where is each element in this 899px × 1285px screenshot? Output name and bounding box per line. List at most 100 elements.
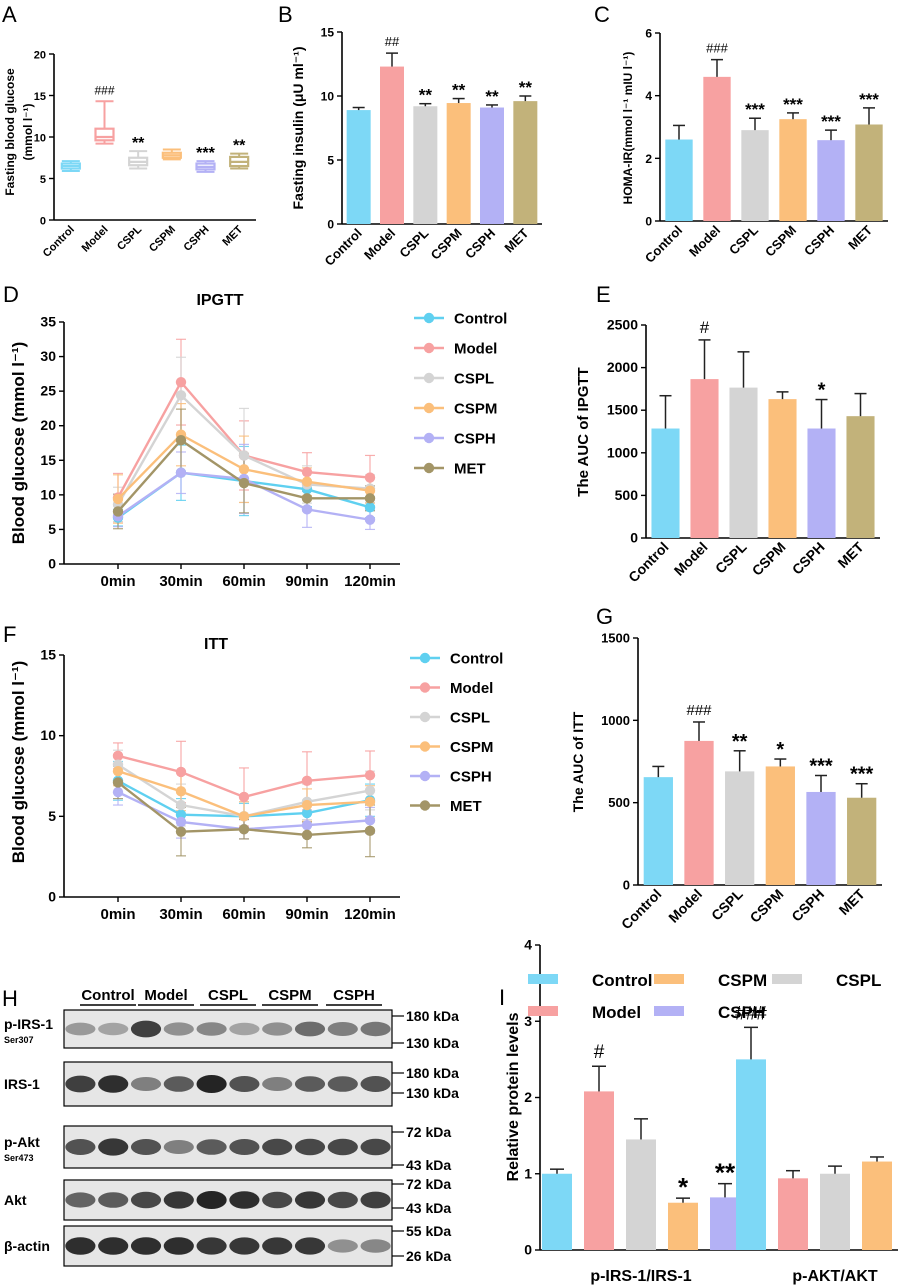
blot-band — [360, 1076, 391, 1092]
panel-a-box-chart: A 0 5 10 15 20 Fasting blood glucose (mmol l⁻¹)… — [2, 2, 256, 260]
bar — [446, 103, 471, 224]
bar — [806, 791, 836, 885]
legend-swatch — [772, 974, 802, 984]
data-point — [238, 811, 250, 822]
y-tick-label: 0 — [630, 530, 638, 546]
blot-band — [196, 1191, 227, 1209]
x-tick-label: CSPM — [428, 226, 465, 263]
bar — [703, 76, 731, 221]
blot-row-sublabel: Ser307 — [4, 1035, 34, 1045]
y-tick-label: 2 — [524, 1089, 532, 1105]
significance-label: *** — [196, 145, 215, 162]
data-point — [175, 786, 187, 797]
significance-label: * — [818, 380, 826, 402]
blot-group-label: Control — [81, 987, 134, 1004]
bar — [768, 399, 797, 538]
legend-label: Model — [592, 1003, 641, 1022]
data-point — [301, 493, 313, 504]
data-point — [301, 820, 313, 831]
data-point — [238, 450, 250, 461]
blot-group-label: CSPL — [208, 987, 248, 1004]
blot-band — [163, 1022, 194, 1036]
bar — [690, 379, 719, 538]
blot-band — [262, 1191, 293, 1209]
data-point — [364, 493, 376, 504]
blot-band — [163, 1191, 194, 1209]
panel-label: F — [3, 622, 16, 647]
y-tick-label: 0 — [645, 215, 652, 229]
y-tick-label: 35 — [40, 314, 56, 330]
bar — [380, 66, 404, 224]
blot-band — [294, 1076, 326, 1092]
y-axis-label: Fasting blood glucose — [3, 68, 17, 196]
significance-label: ** — [519, 78, 533, 97]
y-tick-label: 6 — [645, 27, 652, 41]
legend-label: CSPM — [454, 401, 497, 418]
blot-marker-label: 130 kDa — [406, 1085, 459, 1101]
significance-label: # — [594, 1042, 605, 1063]
y-tick-label: 10 — [34, 133, 46, 145]
x-tick-label: Control — [642, 223, 685, 266]
blot-group-label: CSPM — [268, 987, 311, 1004]
blot-marker-label: 180 kDa — [406, 1065, 459, 1081]
data-point — [112, 506, 124, 517]
y-tick-label: 0 — [40, 216, 46, 228]
y-tick-label: 0 — [48, 556, 56, 572]
data-point — [175, 435, 187, 446]
x-tick-label: CSPM — [762, 223, 799, 260]
legend-label: CSPL — [836, 971, 881, 990]
data-point — [175, 467, 187, 478]
y-axis-label: Blood glucose (mmol l⁻¹) — [9, 342, 28, 545]
x-tick-label: 30min — [159, 906, 202, 923]
y-tick-label: 4 — [645, 89, 652, 103]
x-tick-label: 0min — [100, 573, 135, 590]
blot-band — [98, 1022, 129, 1036]
blot-band — [294, 1021, 326, 1037]
significance-label: ** — [132, 135, 145, 152]
blot-row-label: p-Akt — [4, 1134, 40, 1150]
y-tick-label: 15 — [40, 647, 56, 663]
y-axis-label: Fasting insulin (μU ml⁻¹) — [290, 47, 306, 210]
bar — [847, 797, 877, 885]
significance-label: * — [678, 1172, 689, 1202]
bar — [862, 1161, 892, 1250]
significance-label: *** — [859, 90, 879, 109]
blot-band — [294, 1191, 326, 1209]
legend-label: CSPL — [454, 371, 494, 388]
x-tick-label: 90min — [285, 906, 328, 923]
blot-band — [262, 1077, 293, 1091]
y-tick-label: 15 — [34, 91, 46, 103]
data-point — [364, 815, 376, 826]
blot-band — [65, 1237, 96, 1255]
x-tick-label: Model — [686, 223, 723, 260]
x-tick-label: MET — [845, 222, 875, 252]
blot-band — [196, 1022, 227, 1036]
blot-row-sublabel: Ser473 — [4, 1153, 34, 1163]
blot-band — [327, 1191, 358, 1209]
blot-band — [327, 1022, 358, 1036]
legend-label: Control — [592, 971, 652, 990]
x-tick-label: Model — [80, 224, 111, 255]
significance-label: *** — [745, 100, 765, 119]
blot-band — [360, 1239, 391, 1253]
chart-title: ITT — [204, 636, 228, 653]
blot-band — [130, 1139, 162, 1155]
legend-label: CSPH — [454, 431, 496, 448]
panel-label: A — [2, 2, 17, 27]
data-point — [175, 816, 187, 828]
blot-band — [65, 1192, 96, 1208]
x-tick-label: 120min — [344, 573, 396, 590]
legend-label: Model — [454, 341, 497, 358]
data-point — [301, 476, 313, 487]
blot-band — [130, 1237, 162, 1255]
x-tick-label: CSPH — [182, 224, 212, 254]
x-tick-label: MET — [836, 885, 869, 918]
data-point — [175, 390, 187, 401]
blot-band — [229, 1022, 260, 1036]
x-tick-label: 90min — [285, 573, 328, 590]
significance-label: ** — [233, 138, 246, 155]
data-point — [112, 765, 124, 777]
y-tick-label: 15 — [321, 26, 335, 40]
